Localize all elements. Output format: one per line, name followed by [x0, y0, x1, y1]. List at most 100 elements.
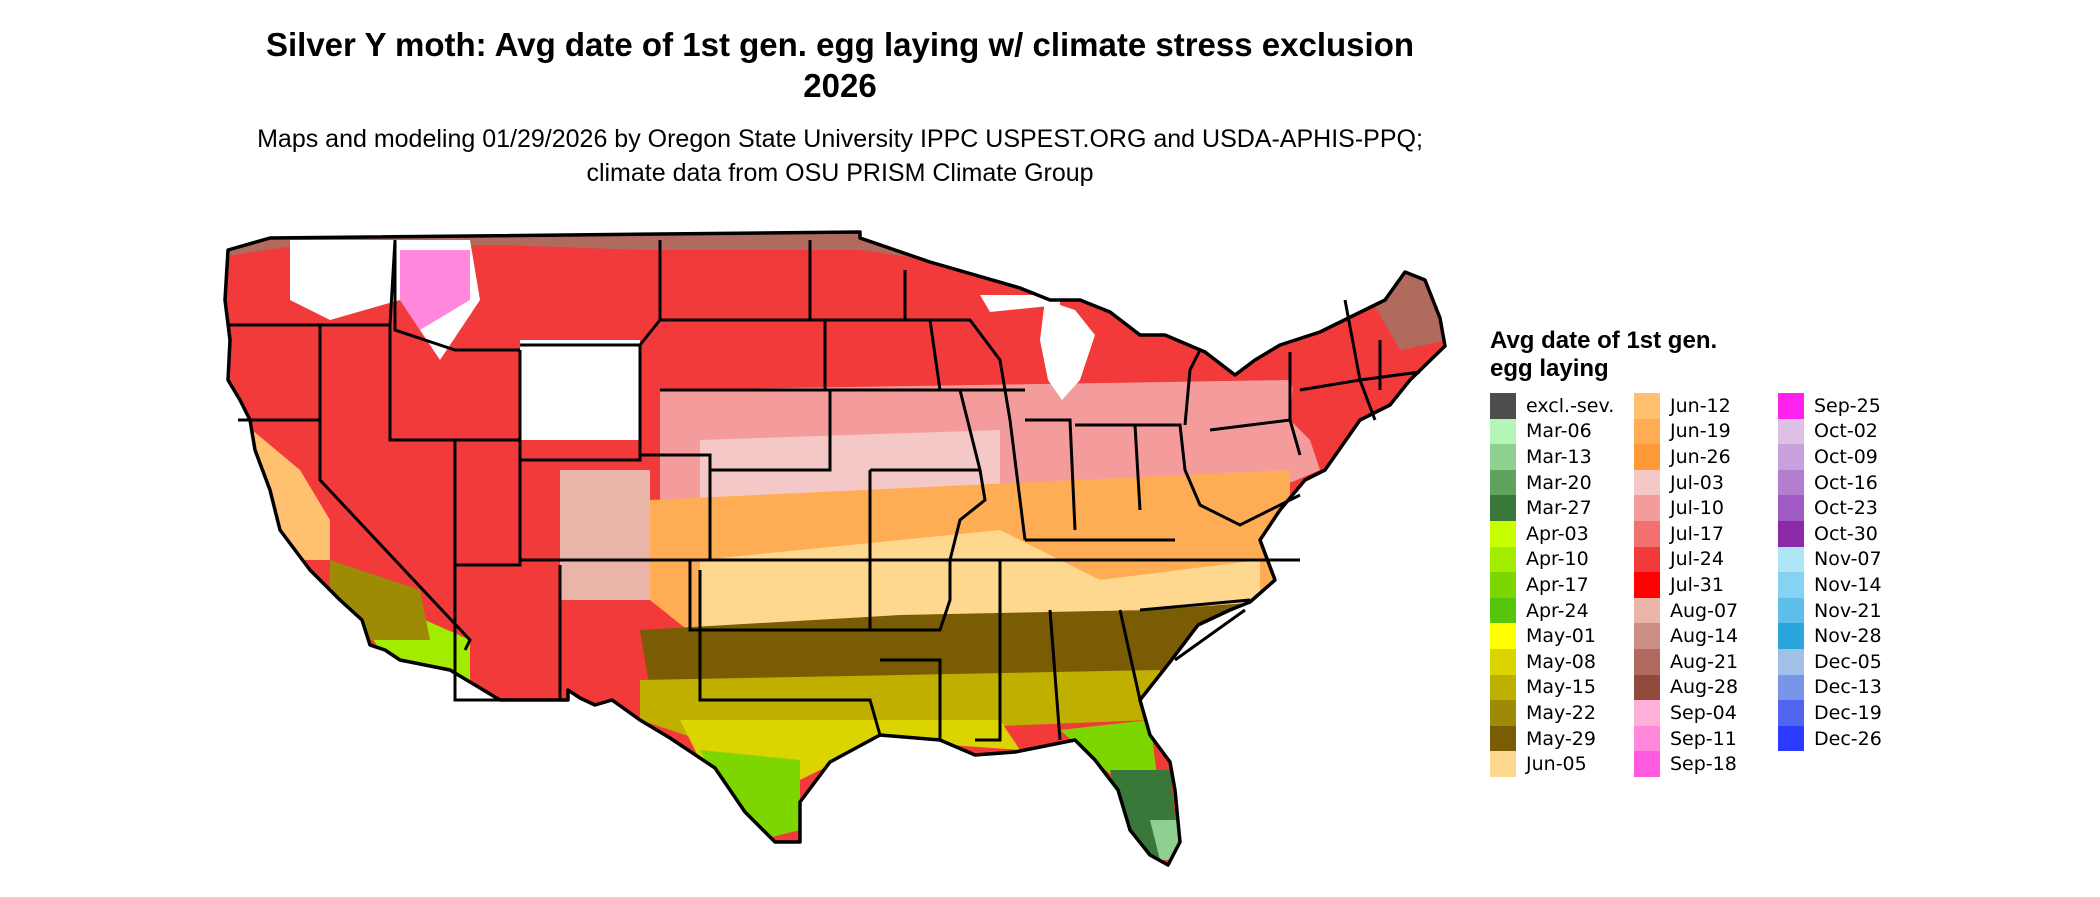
- map-title: Silver Y moth: Avg date of 1st gen. egg …: [265, 26, 1415, 104]
- legend-swatch: [1490, 444, 1516, 470]
- legend-swatch: [1778, 546, 1804, 573]
- legend-label: May-22: [1526, 701, 1596, 724]
- legend-swatch: [1778, 444, 1804, 470]
- legend-item: Mar-06: [1490, 418, 1618, 445]
- legend-label: Apr-24: [1526, 599, 1589, 622]
- map-subtitle: Maps and modeling 01/29/2026 by Oregon S…: [257, 125, 1423, 187]
- legend-swatch: [1490, 725, 1516, 752]
- legend-label: Oct-09: [1814, 445, 1878, 468]
- legend-item: Jun-05: [1490, 751, 1618, 777]
- legend-label: Jun-12: [1670, 394, 1731, 417]
- legend-swatch: [1634, 418, 1660, 445]
- legend-label: Nov-28: [1814, 625, 1882, 648]
- legend-swatch: [1634, 444, 1660, 470]
- legend-item: Apr-03: [1490, 520, 1618, 547]
- legend-label: Jul-24: [1670, 548, 1724, 571]
- legend-label: Sep-04: [1670, 701, 1737, 724]
- legend-item: Oct-23: [1778, 495, 1906, 521]
- us-map-svg: [223, 230, 1447, 867]
- legend-item: Jul-17: [1634, 520, 1762, 547]
- us-map: [223, 230, 1447, 867]
- legend-item: Oct-30: [1778, 520, 1906, 547]
- legend-item: Dec-19: [1778, 700, 1906, 726]
- legend-swatch: [1490, 751, 1516, 777]
- legend-swatch: [1634, 520, 1660, 547]
- legend-swatch: [1634, 674, 1660, 701]
- legend-label: Apr-10: [1526, 548, 1589, 571]
- legend-item: May-15: [1490, 674, 1618, 701]
- legend-swatch: [1634, 495, 1660, 521]
- legend-label: Dec-19: [1814, 701, 1882, 724]
- legend-item: Aug-28: [1634, 674, 1762, 701]
- legend-swatch: [1490, 418, 1516, 445]
- legend-item: Mar-13: [1490, 444, 1618, 470]
- legend-label: Aug-07: [1670, 599, 1739, 622]
- legend-label: Jun-05: [1526, 753, 1587, 776]
- legend-label: May-08: [1526, 650, 1596, 673]
- legend-item: Oct-16: [1778, 469, 1906, 496]
- legend-item: Mar-27: [1490, 495, 1618, 521]
- legend-swatch: [1634, 700, 1660, 726]
- legend-swatch: [1778, 393, 1804, 419]
- legend-item: Jul-24: [1634, 546, 1762, 573]
- legend-label: Mar-13: [1526, 445, 1592, 468]
- legend-columns: excl.-sev. Mar-06 Mar-13 Mar-20 Mar-27 Apr-03…: [1490, 393, 2010, 777]
- legend-label: Nov-14: [1814, 573, 1882, 596]
- legend-item: Sep-04: [1634, 700, 1762, 726]
- legend-label: Aug-21: [1670, 650, 1739, 673]
- legend-item: Jul-10: [1634, 495, 1762, 521]
- legend-item: Aug-07: [1634, 597, 1762, 624]
- legend-item: Oct-09: [1778, 444, 1906, 470]
- legend-column: excl.-sev. Mar-06 Mar-13 Mar-20 Mar-27 Apr-03…: [1490, 393, 1618, 777]
- florida-tip-region: [1150, 820, 1180, 860]
- legend-swatch: [1634, 751, 1660, 777]
- legend-label: Oct-02: [1814, 420, 1878, 443]
- legend-swatch: [1778, 495, 1804, 521]
- legend-title: Avg date of 1st gen. egg laying: [1490, 327, 1718, 382]
- legend-swatch: [1490, 572, 1516, 598]
- legend-label: Aug-28: [1670, 676, 1739, 699]
- legend-label: Dec-13: [1814, 676, 1882, 699]
- legend-item: Apr-24: [1490, 597, 1618, 624]
- legend-swatch: [1490, 393, 1516, 419]
- legend-label: Jun-19: [1670, 420, 1731, 443]
- legend-item: May-08: [1490, 648, 1618, 675]
- legend-item: Nov-07: [1778, 546, 1906, 573]
- lake-superior: [980, 295, 1060, 312]
- legend-label: Mar-27: [1526, 497, 1592, 520]
- legend-swatch: [1778, 648, 1804, 675]
- legend-item: Dec-26: [1778, 725, 1906, 752]
- legend-item: Jun-19: [1634, 418, 1762, 445]
- legend-label: Sep-25: [1814, 394, 1881, 417]
- texas-green-region: [700, 750, 800, 840]
- legend-item: Dec-05: [1778, 648, 1906, 675]
- legend-label: Jul-10: [1670, 497, 1724, 520]
- colorado-high-region: [560, 470, 650, 600]
- lake-michigan: [1040, 300, 1095, 400]
- legend-label: Jun-26: [1670, 445, 1731, 468]
- legend-label: Jul-31: [1670, 573, 1724, 596]
- legend-label: Jul-17: [1670, 522, 1724, 545]
- legend-label: Sep-18: [1670, 753, 1737, 776]
- legend-item: May-22: [1490, 700, 1618, 726]
- legend-column: Sep-25 Oct-02 Oct-09 Oct-16 Oct-23 Oct-30 Nov-…: [1778, 393, 1906, 777]
- legend-swatch: [1490, 469, 1516, 496]
- legend-item: Jun-12: [1634, 393, 1762, 419]
- legend-label: Nov-07: [1814, 548, 1882, 571]
- legend-item: May-01: [1490, 623, 1618, 649]
- legend-swatch: [1490, 648, 1516, 675]
- legend-swatch: [1778, 623, 1804, 649]
- legend-item: Jul-03: [1634, 469, 1762, 496]
- legend-swatch: [1490, 674, 1516, 701]
- legend-swatch: [1634, 725, 1660, 752]
- legend-label: Nov-21: [1814, 599, 1882, 622]
- legend-label: May-01: [1526, 625, 1596, 648]
- legend-item: Dec-13: [1778, 674, 1906, 701]
- legend-swatch: [1634, 623, 1660, 649]
- legend-label: Apr-03: [1526, 522, 1589, 545]
- legend-swatch: [1490, 495, 1516, 521]
- legend-swatch: [1778, 418, 1804, 445]
- idaho-pink-region: [400, 250, 470, 330]
- legend-swatch: [1778, 597, 1804, 624]
- legend-label: Dec-05: [1814, 650, 1882, 673]
